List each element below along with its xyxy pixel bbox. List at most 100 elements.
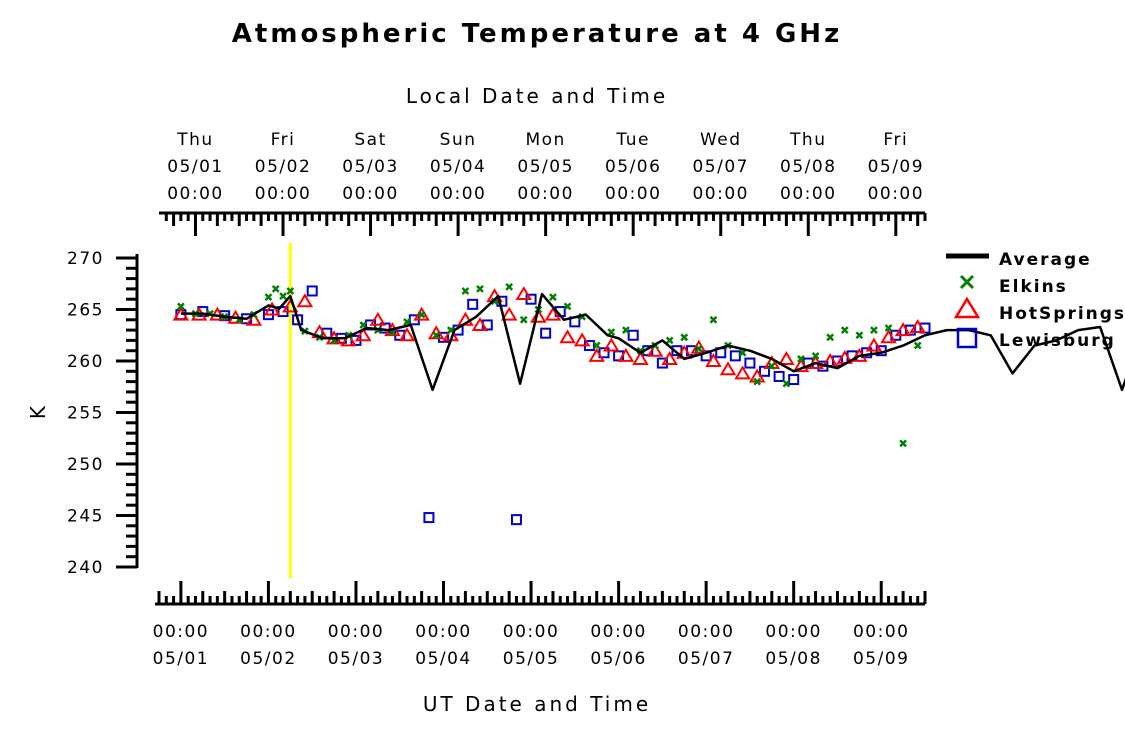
top-tick-day: Thu: [789, 130, 826, 150]
elkins-point: [519, 315, 528, 324]
chart-title: Atmospheric Temperature at 4 GHz: [232, 19, 842, 49]
hotsprings-point: [734, 365, 751, 380]
elkins-point: [680, 333, 689, 342]
bottom-tick-time: 00:00: [853, 622, 910, 642]
y-tick-label: 270: [67, 249, 104, 269]
legend-item-lewisburg: Lewisburg: [956, 327, 1116, 351]
hotsprings-point: [778, 350, 795, 365]
hotsprings-point: [603, 337, 620, 352]
bottom-tick-date: 05/09: [853, 649, 910, 669]
legend-label: Average: [999, 250, 1092, 270]
hotsprings-point: [500, 306, 518, 321]
hotsprings-point: [719, 361, 737, 376]
y-tick-label: 255: [67, 404, 104, 424]
legend-label: Elkins: [999, 277, 1068, 297]
elkins-point: [563, 302, 572, 311]
elkins-point: [811, 351, 820, 360]
hotsprings-point: [763, 355, 781, 370]
top-axis-label: Local Date and Time: [406, 84, 668, 108]
hotsprings-point: [263, 301, 281, 316]
top-tick-time: 00:00: [517, 184, 574, 204]
top-tick-time: 00:00: [255, 184, 312, 204]
elkins-point: [913, 341, 922, 350]
lewisburg-point: [729, 350, 741, 362]
hotsprings-point: [530, 308, 547, 323]
bottom-axis: 00:00 05/01 00:00 05/02 00:00 05/03 00:00 05/04…: [153, 581, 927, 669]
bottom-tick-time: 00:00: [678, 622, 735, 642]
elkins-point: [840, 326, 849, 334]
elkins-point: [549, 293, 557, 302]
elkins-point: [884, 324, 893, 332]
y-axis: 240 245 250 255 260 265 270: [67, 249, 139, 578]
top-tick-day: Tue: [615, 130, 650, 150]
bottom-tick-date: 05/01: [153, 649, 210, 669]
hotsprings-point: [807, 355, 824, 370]
top-tick-date: 05/01: [167, 157, 224, 177]
y-tick-label: 265: [67, 301, 104, 321]
top-tick-time: 00:00: [692, 184, 749, 204]
legend-item-hotsprings: HotSprings: [953, 296, 1124, 324]
legend-square-marker: [956, 327, 978, 349]
top-tick-time: 00:00: [167, 184, 224, 204]
hotsprings-point: [515, 286, 533, 301]
elkins-point: [709, 315, 718, 324]
elkins-point: [359, 321, 368, 329]
elkins-point: [264, 293, 273, 302]
top-tick-date: 05/02: [255, 157, 312, 177]
elkins-point: [286, 287, 295, 295]
legend-x-marker: [959, 274, 975, 290]
hotsprings-point: [909, 319, 926, 334]
legend-item-average: Average: [946, 250, 1092, 270]
elkins-point: [797, 355, 805, 363]
top-tick-date: 05/05: [517, 157, 574, 177]
y-tick-label: 240: [67, 558, 104, 578]
elkins-point: [271, 285, 280, 293]
series-hotsprings: [172, 286, 926, 383]
hotsprings-point: [413, 306, 430, 321]
bottom-tick-time: 00:00: [503, 622, 560, 642]
bottom-tick-time: 00:00: [415, 622, 472, 642]
legend-item-elkins: Elkins: [959, 274, 1068, 297]
legend-label: Lewisburg: [999, 331, 1116, 351]
bottom-tick-date: 05/06: [590, 649, 647, 669]
lewisburg-point: [700, 350, 712, 362]
top-tick-day: Sat: [354, 130, 386, 150]
elkins-point: [279, 292, 287, 300]
elkins-point: [505, 282, 514, 291]
hotsprings-point: [296, 293, 314, 308]
top-tick-time: 00:00: [342, 184, 399, 204]
hotsprings-point: [894, 322, 912, 337]
top-tick-day: Wed: [700, 130, 742, 150]
hotsprings-point: [471, 316, 489, 331]
bottom-tick-date: 05/02: [240, 649, 297, 669]
hotsprings-point: [661, 350, 678, 365]
bottom-tick-time: 00:00: [590, 622, 647, 642]
elkins-point: [694, 344, 703, 353]
elkins-point: [855, 331, 864, 340]
bottom-tick-date: 05/07: [678, 649, 735, 669]
top-tick-time: 00:00: [780, 184, 837, 204]
bottom-tick-time: 00:00: [153, 622, 210, 642]
bottom-tick-date: 05/04: [415, 649, 472, 669]
hotsprings-point: [369, 311, 387, 326]
bottom-tick-time: 00:00: [328, 622, 385, 642]
top-tick-date: 05/07: [692, 157, 749, 177]
bottom-axis-label: UT Date and Time: [423, 692, 651, 716]
elkins-point: [753, 377, 762, 386]
top-tick-date: 05/06: [605, 157, 662, 177]
hotsprings-point: [632, 350, 649, 365]
hotsprings-point: [544, 306, 562, 321]
elkins-point: [476, 285, 484, 293]
top-tick-time: 00:00: [430, 184, 487, 204]
lewisburg-point: [773, 370, 785, 382]
lewisburg-point: [423, 512, 435, 524]
elkins-point: [782, 379, 791, 388]
hotsprings-point: [559, 329, 576, 344]
elkins-point: [607, 328, 616, 337]
average-line: [180, 292, 1125, 392]
top-tick-day: Mon: [525, 130, 565, 150]
lewisburg-point: [627, 329, 639, 341]
elkins-point: [870, 326, 878, 334]
elkins-point: [432, 331, 441, 340]
